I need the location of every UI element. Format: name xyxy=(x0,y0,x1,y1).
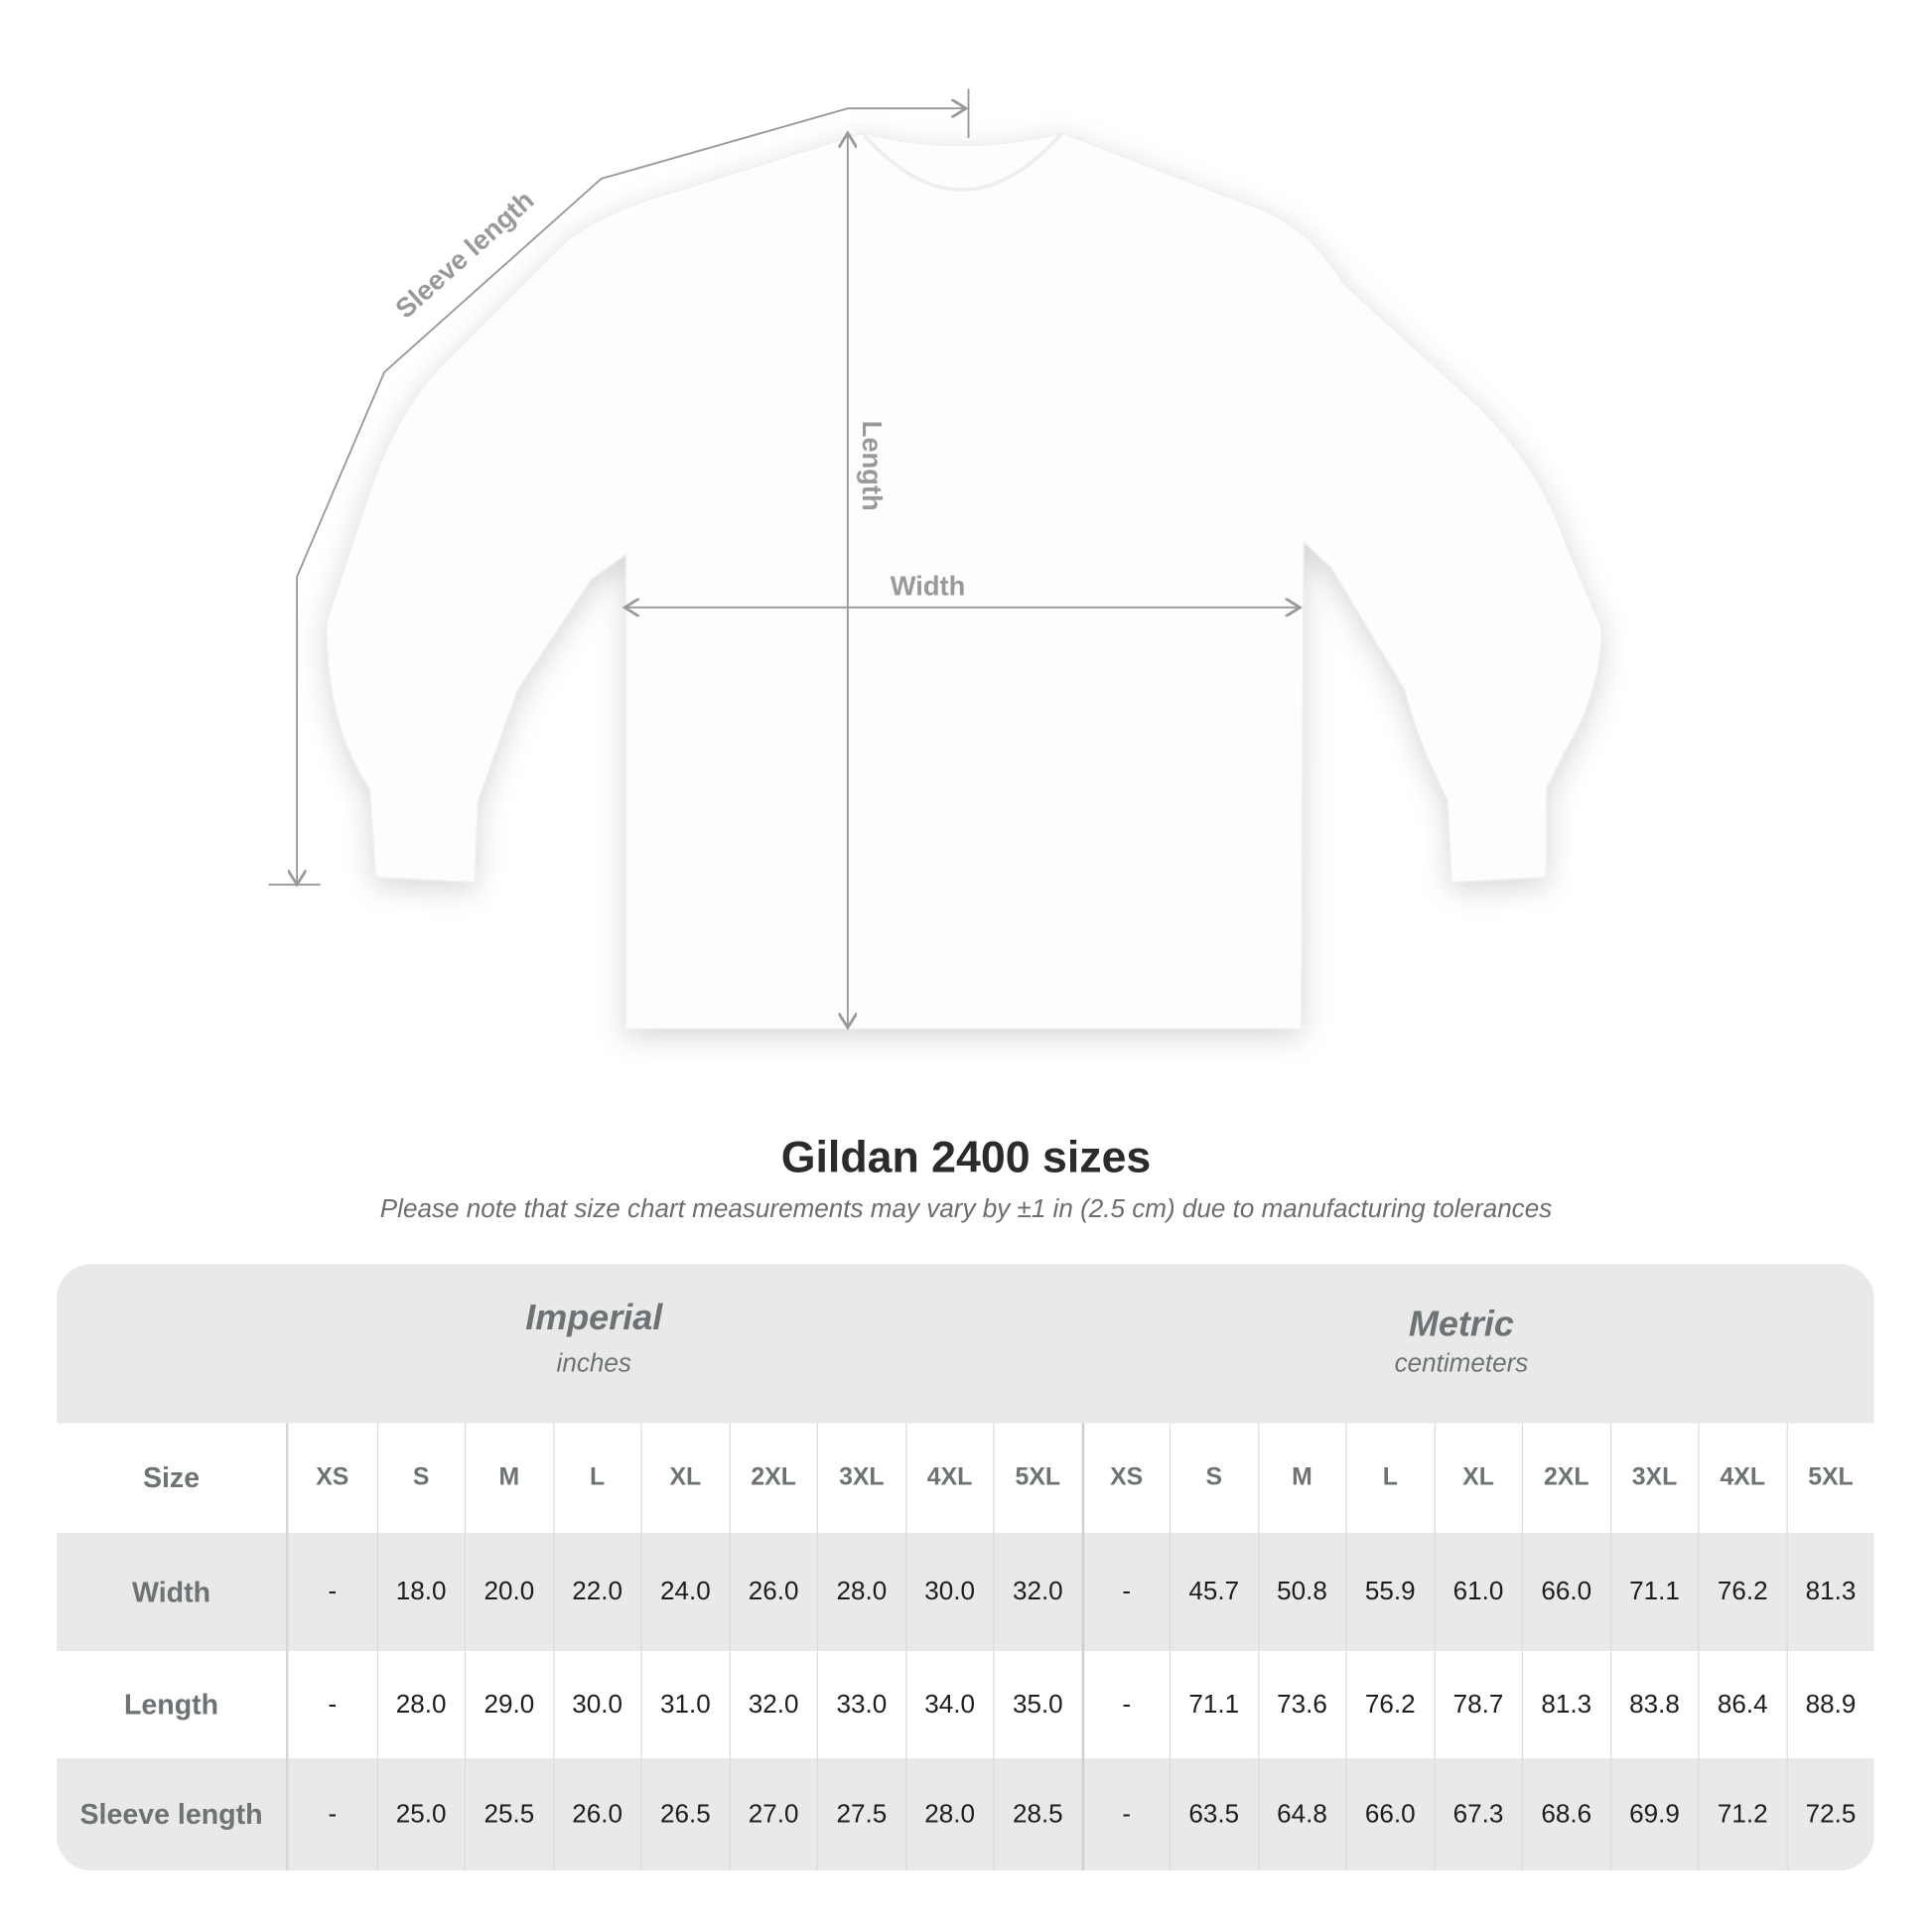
table-cell: 66.0 xyxy=(1521,1532,1610,1652)
tolerance-note: Please note that size chart measurements… xyxy=(379,1194,1553,1224)
table-cell: 69.9 xyxy=(1609,1758,1698,1870)
table-cell: 26.0 xyxy=(552,1758,641,1870)
table-header-band xyxy=(57,1264,1874,1424)
table-cell: 34.0 xyxy=(904,1651,994,1759)
size-header-xs: XS xyxy=(1081,1423,1170,1533)
row-label: Length xyxy=(57,1651,289,1759)
table-cell: 81.3 xyxy=(1521,1651,1610,1759)
imperial-header: Imperial inches xyxy=(347,1299,840,1379)
table-cell: 30.0 xyxy=(552,1651,641,1759)
table-cell: 64.8 xyxy=(1257,1758,1346,1870)
size-header-s: S xyxy=(1169,1423,1258,1533)
table-cell: 71.2 xyxy=(1698,1758,1786,1870)
size-header-3xl: 3XL xyxy=(816,1423,905,1533)
table-cell: 88.9 xyxy=(1785,1651,1874,1759)
row-label: Width xyxy=(57,1532,289,1652)
table-cell: 81.3 xyxy=(1785,1532,1874,1652)
table-cell: 61.0 xyxy=(1434,1532,1522,1652)
table-cell: 25.0 xyxy=(376,1758,465,1870)
table-cell: 28.0 xyxy=(376,1651,465,1759)
table-cell: - xyxy=(1081,1532,1170,1652)
table-cell: 20.0 xyxy=(464,1532,553,1652)
table-cell: - xyxy=(328,1799,338,1829)
row-label: Sleeve length xyxy=(57,1758,289,1870)
page-title: Gildan 2400 sizes xyxy=(780,1131,1152,1182)
table-cell: 18.0 xyxy=(376,1532,465,1652)
size-header-5xl: 5XL xyxy=(993,1423,1081,1533)
table-cell: 30.0 xyxy=(904,1532,994,1652)
size-header-l: L xyxy=(552,1423,641,1533)
size-header-m: M xyxy=(464,1423,553,1533)
table-cell: 67.3 xyxy=(1434,1758,1522,1870)
sleeve-length-line xyxy=(297,108,966,885)
table-cell: 24.0 xyxy=(640,1532,729,1652)
size-header-s: S xyxy=(376,1423,465,1533)
table-cell: 28.5 xyxy=(993,1758,1081,1870)
size-header-2xl: 2XL xyxy=(1521,1423,1610,1533)
table-cell: 72.5 xyxy=(1785,1758,1874,1870)
metric-unit: centimeters xyxy=(1394,1349,1529,1378)
size-header-xs: XS xyxy=(316,1463,349,1491)
size-header-2xl: 2XL xyxy=(729,1423,817,1533)
size-header-5xl: 5XL xyxy=(1785,1423,1874,1533)
table-cell: 71.1 xyxy=(1609,1532,1698,1652)
width-label: Width xyxy=(891,570,966,601)
table-cell: 50.8 xyxy=(1257,1532,1346,1652)
shirt-diagram: Sleeve length Length Width xyxy=(268,88,1603,1109)
table-cell: 26.0 xyxy=(729,1532,817,1652)
size-header-4xl: 4XL xyxy=(904,1423,994,1533)
table-cell: 32.0 xyxy=(729,1651,817,1759)
table-cell: 83.8 xyxy=(1609,1651,1698,1759)
table-cell: - xyxy=(1081,1758,1170,1870)
table-cell: 76.2 xyxy=(1345,1651,1434,1759)
table-cell: 78.7 xyxy=(1434,1651,1522,1759)
table-cell: 29.0 xyxy=(464,1651,553,1759)
table-cell: 27.5 xyxy=(816,1758,905,1870)
size-header-3xl: 3XL xyxy=(1609,1423,1698,1533)
table-cell: 66.0 xyxy=(1345,1758,1434,1870)
table-cell: 27.0 xyxy=(729,1758,817,1870)
size-header-4xl: 4XL xyxy=(1698,1423,1786,1533)
table-cell: 26.5 xyxy=(640,1758,729,1870)
metric-title: Metric xyxy=(1408,1305,1514,1345)
table-cell: 71.1 xyxy=(1169,1651,1258,1759)
metric-header: Metric centimeters xyxy=(1215,1305,1708,1378)
table-cell: 25.5 xyxy=(464,1758,553,1870)
table-cell: 63.5 xyxy=(1169,1758,1258,1870)
table-row: Width -18.0 20.0 22.0 24.0 26.0 28.0 30.0 32.0-4… xyxy=(57,1532,1874,1652)
size-header-m: M xyxy=(1257,1423,1346,1533)
imperial-title: Imperial xyxy=(525,1299,663,1338)
size-header-row: Size XS S M L XL 2XL 3XL 4XL 5XL XS S M L XL 2XL 3XL 4XL 5… xyxy=(57,1423,1874,1533)
table-cell: 28.0 xyxy=(904,1758,994,1870)
imperial-unit: inches xyxy=(556,1349,631,1378)
table-cell: 76.2 xyxy=(1698,1532,1786,1652)
size-header-l: L xyxy=(1345,1423,1434,1533)
table-cell: - xyxy=(1081,1651,1170,1759)
table-row: Sleeve length -25.0 25.5 26.0 26.5 27.0 27.5 28… xyxy=(57,1758,1874,1870)
table-cell: 35.0 xyxy=(993,1651,1081,1759)
table-cell: 32.0 xyxy=(993,1532,1081,1652)
table-cell: 55.9 xyxy=(1345,1532,1434,1652)
size-table: Imperial inches Metric centimeters Size X… xyxy=(57,1264,1874,1870)
table-cell: 86.4 xyxy=(1698,1651,1786,1759)
table-cell: - xyxy=(328,1577,338,1606)
table-cell: 45.7 xyxy=(1169,1532,1258,1652)
table-cell: - xyxy=(328,1690,338,1719)
table-cell: 68.6 xyxy=(1521,1758,1610,1870)
table-row: Length -28.0 29.0 30.0 31.0 32.0 33.0 34.0 35.0-… xyxy=(57,1651,1874,1759)
size-header-xl: XL xyxy=(640,1423,729,1533)
table-cell: 33.0 xyxy=(816,1651,905,1759)
size-header-xl: XL xyxy=(1434,1423,1522,1533)
table-cell: 22.0 xyxy=(552,1532,641,1652)
size-label: Size xyxy=(57,1423,289,1533)
table-cell: 73.6 xyxy=(1257,1651,1346,1759)
table-cell: 28.0 xyxy=(816,1532,905,1652)
length-label: Length xyxy=(857,421,888,511)
table-cell: 31.0 xyxy=(640,1651,729,1759)
